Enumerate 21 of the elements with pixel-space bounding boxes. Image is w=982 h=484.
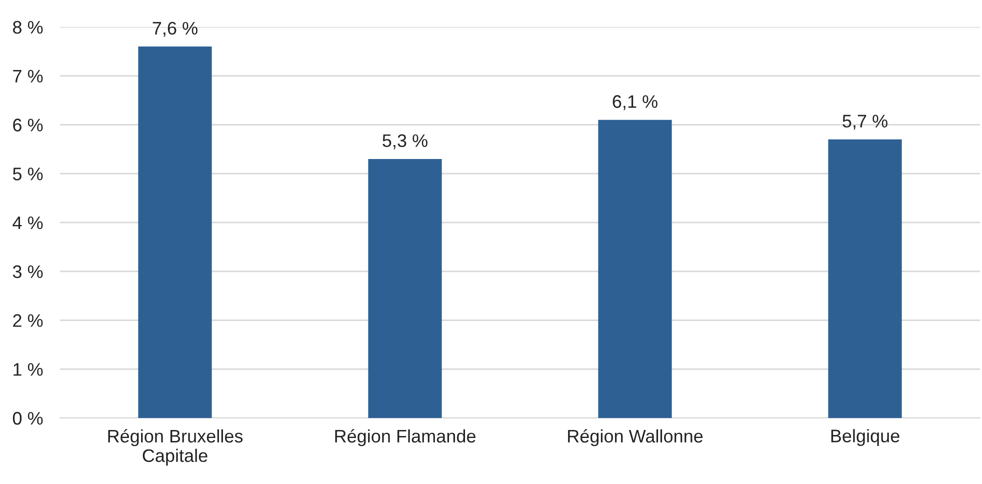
y-tick-label: 2 %: [13, 314, 43, 327]
y-tick-label: 1 %: [14, 363, 43, 376]
x-tick-label: Région Wallonne: [568, 429, 703, 446]
data-label: 6,1 %: [612, 95, 658, 110]
data-label: 7,6 %: [152, 22, 198, 37]
y-tick-label: 0 %: [12, 412, 43, 425]
x-tick-label: Région Flamande: [335, 429, 476, 446]
bar: [138, 46, 212, 418]
data-label: 5,3 %: [382, 134, 428, 150]
y-tick-label: 5 %: [12, 168, 43, 180]
y-tick-label: 4 %: [12, 216, 43, 230]
bar: [828, 139, 902, 418]
y-tick-label: 8 %: [13, 20, 43, 34]
y-tick-label: 6 %: [13, 118, 43, 132]
y-tick-label: 7 %: [13, 70, 43, 83]
y-tick-label: 3 %: [12, 265, 43, 278]
x-tick-label: Belgique: [831, 429, 900, 446]
x-tick-label: Région Bruxelles Capitale: [108, 429, 243, 466]
bar: [368, 158, 442, 418]
data-label: 5,7 %: [842, 114, 888, 130]
bar: [598, 120, 672, 418]
